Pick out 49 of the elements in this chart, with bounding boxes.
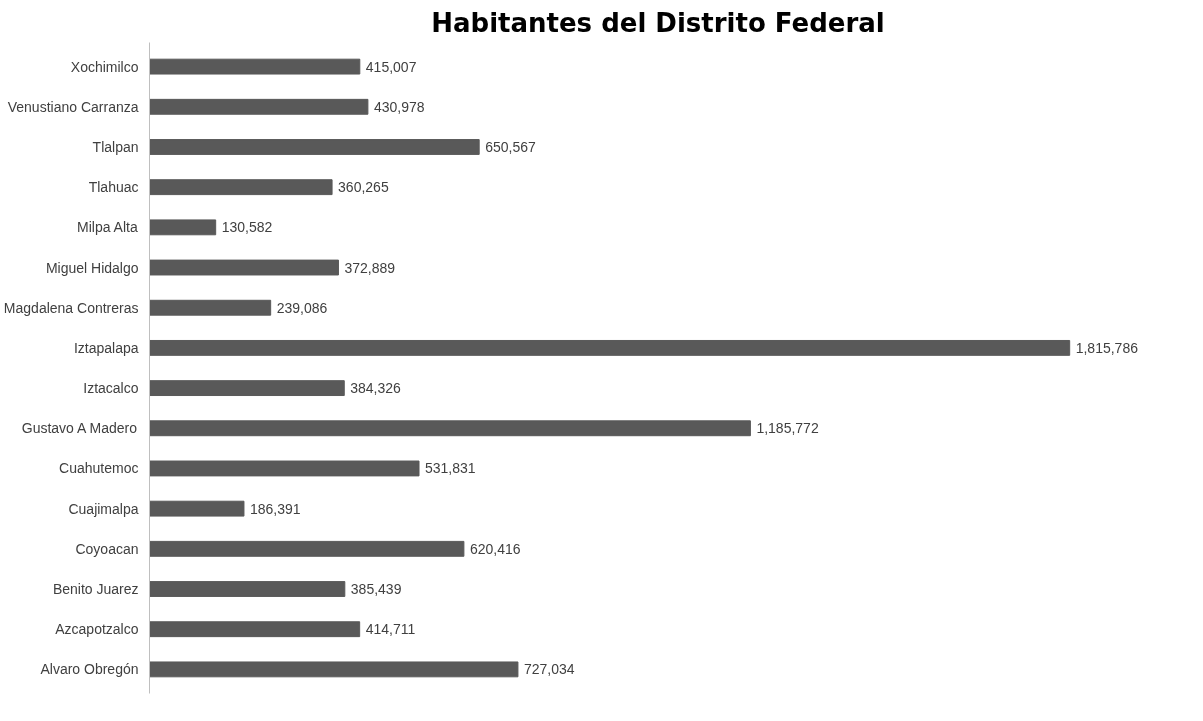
data-label: 239,086 [276,299,328,316]
y-tick-label: Xochimilco [70,58,139,75]
bar [149,460,420,477]
bar [149,621,361,638]
y-tick-label: Coyoacan [75,540,139,557]
bar [149,98,369,115]
bar [149,581,346,597]
data-label: 1,185,772 [756,420,819,437]
y-tick-label: Cuahutemoc [59,460,139,477]
data-label: 430,978 [373,98,425,115]
data-label: 531,831 [425,460,476,477]
bar [149,219,217,236]
y-tick-label: Gustavo A Madero [21,420,138,437]
y-tick-label: Alvaro Obregón [40,661,139,678]
y-tick-label: Milpa Alta [77,219,138,236]
bar [149,380,345,397]
data-label: 650,567 [485,138,537,155]
data-label: 414,711 [365,621,416,638]
bar [149,540,465,557]
y-tick-label: Tlahuac [88,179,139,196]
chart-title: Habitantes del Distrito Federal [431,7,885,38]
data-label: 1,815,786 [1075,339,1139,356]
bar [149,139,480,155]
data-label: 727,034 [523,661,575,678]
bar [149,500,245,517]
bar [149,179,333,196]
data-label: 384,326 [350,380,402,397]
bar [149,58,361,75]
data-label: 385,439 [350,581,402,598]
y-tick-label: Iztapalapa [73,339,139,356]
bar [149,420,751,437]
y-tick-label: Magdalena Contreras [3,299,139,316]
bar [149,339,1071,356]
bar [149,661,519,678]
y-tick-label: Miguel Hidalgo [45,259,139,276]
y-tick-label: Iztacalco [83,380,139,397]
data-label: 372,889 [344,259,396,276]
data-label: 186,391 [249,500,301,517]
bar [149,259,339,276]
y-tick-label: Venustiano Carranza [7,98,139,115]
data-label: 130,582 [221,219,273,236]
data-label: 620,416 [469,540,521,557]
data-label: 360,265 [338,179,389,196]
y-tick-label: Cuajimalpa [68,500,139,517]
y-tick-label: Benito Juarez [52,581,139,598]
bar [149,299,272,316]
data-label: 415,007 [365,58,417,75]
y-tick-label: Azcapotzalco [55,621,139,638]
y-tick-label: Tlalpan [92,138,139,155]
